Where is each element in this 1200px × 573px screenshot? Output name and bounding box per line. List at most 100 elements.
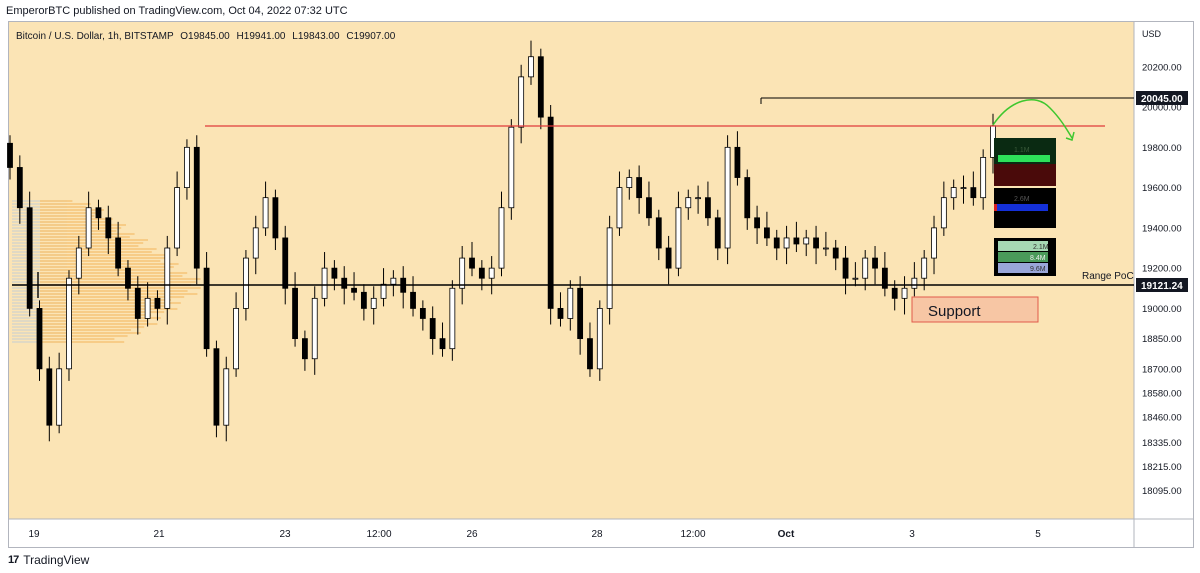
vp-dim-bar-17 xyxy=(12,251,67,253)
candle-body-60 xyxy=(596,308,603,370)
vp-bar-27 xyxy=(40,281,196,283)
candle-body-89 xyxy=(881,267,888,289)
candle-body-28 xyxy=(282,237,289,289)
ohlc-close-label: C xyxy=(346,31,353,42)
inset-top-label: 1.1M xyxy=(1014,147,1030,154)
vp-dim-bar-11 xyxy=(12,233,67,235)
candle-body-87 xyxy=(862,257,869,279)
x-tick-label-0: 19 xyxy=(28,529,40,540)
candle-body-61 xyxy=(606,227,613,309)
candle-body-91 xyxy=(901,287,908,299)
vp-dim-bar-20 xyxy=(12,260,67,262)
vp-dim-bar-4 xyxy=(12,212,67,214)
chart-plot-area xyxy=(9,22,1134,519)
footer-brand[interactable]: 17 TradingView xyxy=(8,553,89,567)
vp-dim-bar-16 xyxy=(12,248,67,250)
vp-dim-bar-3 xyxy=(12,209,67,211)
y-tick-label-3: 19600.00 xyxy=(1142,183,1182,194)
ohlc-high: 19941.00 xyxy=(244,31,286,42)
candle-body-43 xyxy=(429,318,436,340)
vp-dim-bar-25 xyxy=(12,275,67,277)
vp-bar-29 xyxy=(40,287,201,289)
vp-bar-31 xyxy=(40,293,198,295)
candle-body-93 xyxy=(921,257,928,279)
candle-body-48 xyxy=(478,267,485,279)
candle-body-78 xyxy=(773,237,780,249)
candle-body-41 xyxy=(410,291,416,309)
vp-bar-46 xyxy=(40,338,115,340)
y-tick-label-4: 19400.00 xyxy=(1142,223,1182,234)
candle-body-96 xyxy=(950,187,957,199)
inset-top-bar xyxy=(998,155,1050,162)
x-axis-ticks: 19 21 23 12:00 26 28 12:00 Oct 3 5 xyxy=(28,529,1041,540)
vp-bar-6 xyxy=(40,218,113,220)
publisher-line: EmperorBTC published on TradingView.com,… xyxy=(6,5,348,17)
candle-body-75 xyxy=(744,177,751,219)
candle-body-94 xyxy=(931,227,937,259)
vp-bar-45 xyxy=(40,335,128,337)
candle-body-54 xyxy=(537,56,544,118)
vp-dim-bar-2 xyxy=(12,206,67,208)
y-tick-label-8: 18700.00 xyxy=(1142,364,1182,375)
vp-bar-19 xyxy=(40,257,166,259)
candle-body-80 xyxy=(793,237,800,245)
vp-bar-4 xyxy=(40,212,100,214)
candle-body-83 xyxy=(822,247,829,250)
x-tick-label-2: 23 xyxy=(279,529,291,540)
candle-body-33 xyxy=(331,267,338,279)
candle-body-5 xyxy=(56,368,63,426)
candle-body-9 xyxy=(95,207,102,219)
candle-body-35 xyxy=(351,287,357,293)
vp-dim-bar-0 xyxy=(12,200,67,202)
candle-body-64 xyxy=(636,177,643,199)
vp-dim-bar-6 xyxy=(12,218,67,220)
vp-dim-bar-23 xyxy=(12,269,67,271)
vp-bar-13 xyxy=(40,239,148,241)
candle-body-44 xyxy=(439,338,446,350)
currency-label: USD xyxy=(1142,29,1162,39)
candle-body-37 xyxy=(370,297,377,309)
y-tick-label-0: 20200.00 xyxy=(1142,62,1182,73)
candle-body-59 xyxy=(587,338,593,370)
tradingview-logo-icon: 17 xyxy=(8,554,19,566)
candle-body-98 xyxy=(970,187,977,199)
candle-body-82 xyxy=(813,237,819,249)
ohlc-low: 19843.00 xyxy=(298,31,340,42)
vp-bar-22 xyxy=(40,266,174,268)
candle-body-8 xyxy=(85,207,92,249)
vp-bar-30 xyxy=(40,290,188,292)
support-label: Support xyxy=(928,303,981,320)
vp-bar-33 xyxy=(40,299,171,301)
ohlc-close: 19907.00 xyxy=(354,31,396,42)
inset-bottom-label-1: 2.1M xyxy=(1033,244,1049,251)
vp-dim-bar-29 xyxy=(12,287,67,289)
candle-body-95 xyxy=(940,197,947,229)
vp-dim-bar-24 xyxy=(12,272,67,274)
candle-body-97 xyxy=(960,187,967,190)
vp-bar-9 xyxy=(40,227,122,229)
vp-dim-bar-8 xyxy=(12,224,67,226)
x-tick-label-4: 26 xyxy=(466,529,478,540)
candle-body-84 xyxy=(832,247,839,259)
x-tick-label-8: 3 xyxy=(909,529,915,540)
candle-body-50 xyxy=(498,207,505,269)
vp-dim-bar-14 xyxy=(12,242,67,244)
candle-body-17 xyxy=(174,187,181,249)
vp-dim-bar-18 xyxy=(12,254,67,256)
ohlc-open-label: O xyxy=(180,31,188,42)
y-tick-label-9: 18580.00 xyxy=(1142,388,1182,399)
x-tick-label-1: 21 xyxy=(153,529,165,540)
vp-bar-0 xyxy=(40,200,73,202)
candle-body-85 xyxy=(842,257,849,279)
vp-bar-10 xyxy=(40,230,117,232)
candle-body-65 xyxy=(646,197,652,219)
ohlc-low-label: L xyxy=(292,31,298,42)
vp-bar-2 xyxy=(40,206,86,208)
y-tick-label-10: 18460.00 xyxy=(1142,413,1182,424)
y-tick-label-7: 18850.00 xyxy=(1142,334,1182,345)
candle-body-52 xyxy=(518,76,525,128)
candle-body-13 xyxy=(134,287,141,319)
vp-dim-bar-9 xyxy=(12,227,67,229)
candle-body-20 xyxy=(203,267,210,350)
